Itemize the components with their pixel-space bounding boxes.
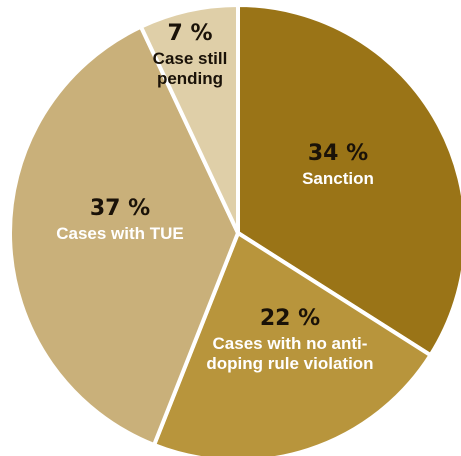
slice-percent-label: 22 %: [260, 306, 320, 331]
slice-category-label: pending: [157, 69, 223, 88]
slice-category-label: Cases with TUE: [56, 224, 184, 243]
slice-category-label: Sanction: [302, 169, 374, 188]
slice-percent-label: 34 %: [308, 141, 368, 166]
slice-percent-label: 37 %: [90, 196, 150, 221]
slice-category-label: Case still: [153, 49, 228, 68]
slice-category-label: Cases with no anti-: [213, 334, 368, 353]
pie-slice-3: [138, 3, 240, 235]
slice-percent-label: 7 %: [167, 21, 212, 46]
pie-slice-2: [8, 24, 240, 447]
slice-category-label: doping rule violation: [206, 354, 373, 373]
